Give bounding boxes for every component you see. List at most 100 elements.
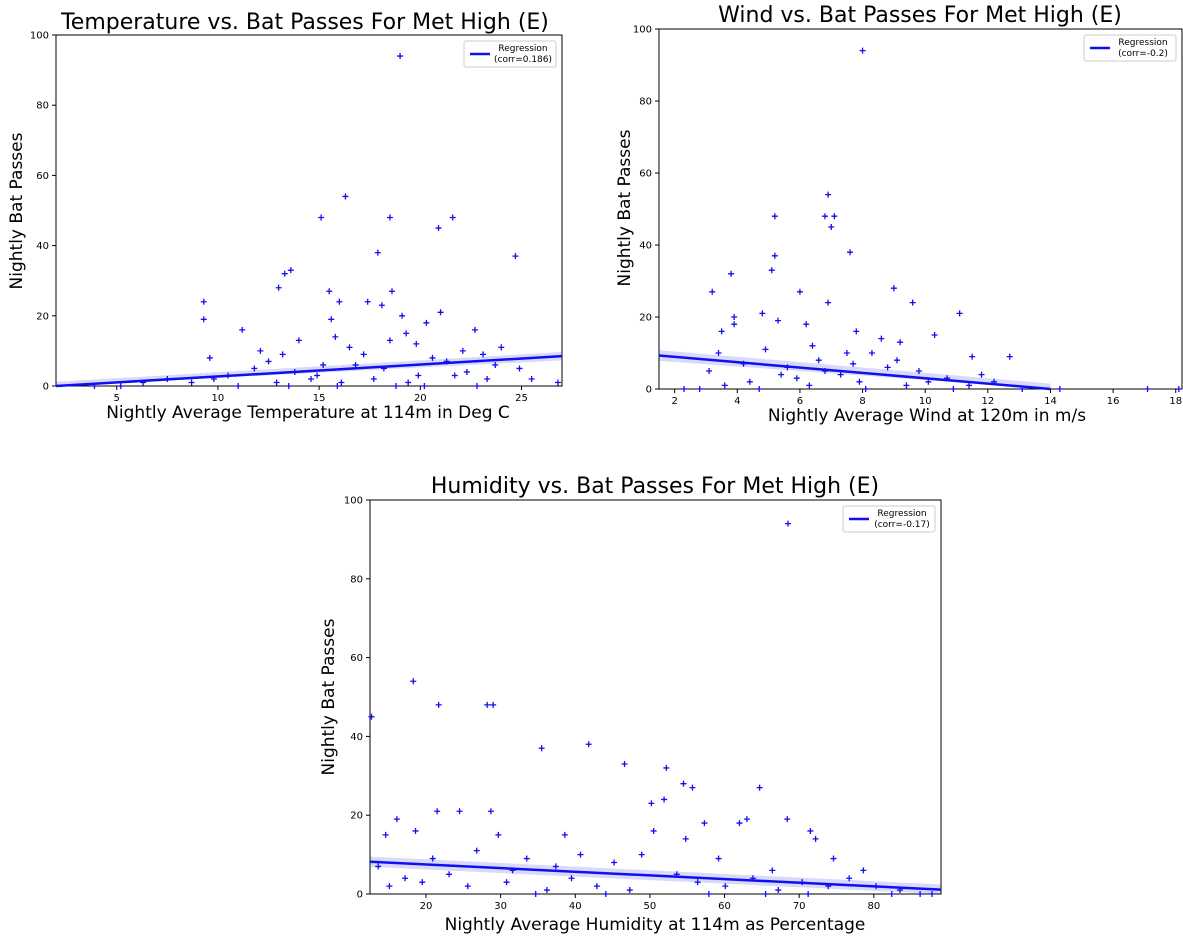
data-point [706,368,713,374]
data-point [459,347,466,354]
data-point [756,386,763,392]
data-point [552,863,559,870]
data-point [338,379,345,386]
data-point [251,365,258,372]
data-point [336,298,343,305]
data-point [484,375,491,382]
data-point [769,867,776,874]
data-point [673,871,680,878]
data-point [759,310,766,317]
data-point [279,351,286,358]
data-point [275,284,282,291]
data-point [878,335,885,342]
y-tick-label: 60 [350,653,363,664]
data-point [386,214,393,221]
data-point [370,375,377,382]
x-tick-label: 2 [671,396,677,407]
legend-corr-label: (corr=0.186) [494,55,552,65]
data-point [621,760,628,767]
data-point [715,855,722,862]
data-point [380,365,387,372]
data-point [925,378,932,385]
data-point [412,827,419,834]
x-tick-label: 80 [867,901,880,912]
data-point [775,887,782,894]
data-point [554,379,561,386]
data-point [487,808,494,815]
data-point [694,879,701,886]
data-point [743,816,750,823]
data-point [382,831,389,838]
y-tick-label: 100 [344,496,363,507]
data-point [543,887,550,894]
data-point [602,891,609,897]
data-point [435,701,442,708]
chart-humidity: Humidity vs. Bat Passes For Met High (E)… [0,470,1183,936]
confidence-band [659,350,1051,389]
data-point [896,887,903,894]
data-point [815,357,822,364]
data-point [332,333,339,340]
data-point [931,332,938,338]
data-point [473,383,480,389]
data-point [480,351,487,358]
data-point [731,314,738,320]
data-point [991,378,998,385]
y-tick-label: 60 [36,171,49,182]
data-point [771,213,778,220]
data-point [364,298,371,305]
x-tick-label: 18 [1169,396,1182,407]
data-point [740,360,747,367]
data-point [421,383,428,389]
data-point [884,364,891,371]
data-point [402,875,409,882]
x-tick-label: 8 [859,396,865,407]
legend [842,505,936,533]
data-point [342,193,349,200]
data-point [117,383,124,389]
chart-svg: Humidity vs. Bat Passes For Met High (E)… [319,474,942,935]
regression-line [658,354,1051,391]
x-tick-label: 40 [569,901,582,912]
data-point [915,368,922,374]
data-point [778,371,785,378]
data-point [784,816,791,823]
data-point [471,326,478,333]
data-point [850,360,857,367]
data-point [434,808,441,815]
data-point [509,867,516,874]
data-point [393,383,400,389]
data-point [709,288,716,295]
data-point [784,364,791,371]
data-point [512,253,519,260]
data-point [821,213,828,220]
data-point [969,353,976,360]
legend-label: Regression [498,44,547,54]
x-tick-label: 10 [919,396,932,407]
data-point [281,270,288,277]
data-point [821,368,828,374]
x-axis-label: Nightly Average Temperature at 114m in D… [106,403,510,423]
data-point [388,288,395,295]
data-point [856,378,863,385]
y-tick-label: 0 [646,385,652,396]
chart-title: Temperature vs. Bat Passes For Met High … [60,10,549,35]
y-axis-label: Nightly Bat Passes [7,132,27,289]
data-point [909,299,916,306]
data-point [807,827,814,834]
data-point [314,372,321,379]
data-point [803,321,810,328]
data-point [413,340,420,347]
y-tick-label: 20 [639,313,652,324]
data-point [888,891,895,897]
data-point [825,191,832,198]
x-tick-label: 70 [793,901,806,912]
plot-area [55,34,563,387]
data-point [200,316,207,323]
legend [463,40,557,68]
x-tick-label: 10 [212,393,225,404]
data-point [846,875,853,882]
data-point [492,361,499,368]
y-tick-label: 60 [639,169,652,180]
data-point [663,764,670,771]
